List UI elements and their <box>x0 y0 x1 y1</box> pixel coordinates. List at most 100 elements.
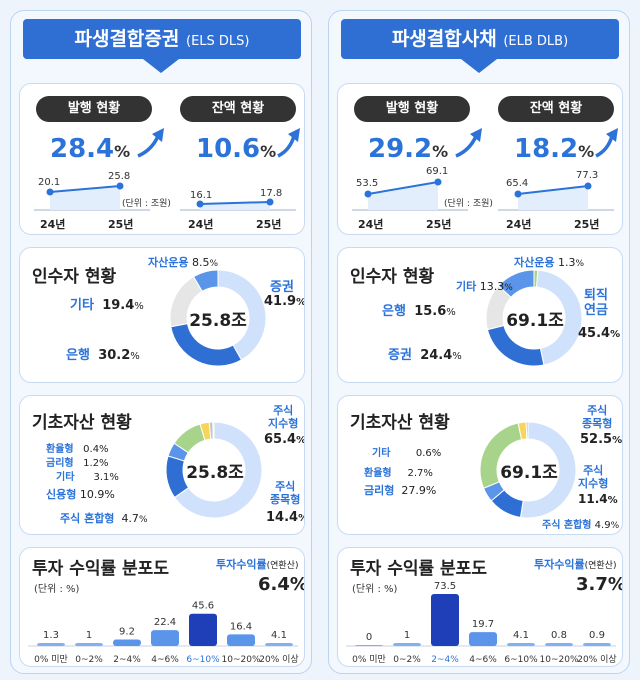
els-returns-bar-6 <box>265 643 293 646</box>
elb-balance-curr-value: 77.3 <box>576 170 599 181</box>
els-status-card: 발행 현황 잔액 현황 28.4% 10.6% 20.1 25.8 16.1 1… <box>19 83 305 235</box>
els-buyers-label-etc: 기타 19.4% <box>70 298 144 313</box>
els-under-rate: 금리형 1.2% <box>46 458 109 469</box>
elb-under-index: 주식 지수형 <box>578 464 609 490</box>
elb-returns-value-label-1: 1 <box>404 630 410 641</box>
elb-balance-point-curr <box>584 182 592 190</box>
els-balance-prev-value: 16.1 <box>190 190 213 201</box>
els-unit-note: (단위 : 조원) <box>122 199 171 209</box>
els-returns-bar-4 <box>189 613 217 646</box>
elb-status-graphic <box>352 128 618 211</box>
elb-under-stock-pct: 52.5% <box>580 432 623 447</box>
els-returns-value-label-4: 45.6 <box>192 601 214 612</box>
elb-under-mixed: 주식 혼합형 4.9% <box>542 520 620 531</box>
els-balance-x-prev: 24년 <box>188 218 214 231</box>
elb-buyers-label-etc: 기타 13.3% <box>456 280 513 293</box>
elb-returns-bar-0 <box>355 645 383 646</box>
elb-dlb-column: 파생결합사채 (ELB DLB) 발행 현황 잔액 현황 29.2% 18.2%… <box>328 10 630 674</box>
els-buyers-slice-3 <box>192 269 219 293</box>
elb-returns-category-label-3: 4~6% <box>469 655 497 665</box>
els-issuance-curr-value: 25.8 <box>108 171 131 182</box>
elb-balance-trend-arrow-icon <box>595 135 614 158</box>
els-buyers-label-bank: 은행 30.2% <box>66 348 140 363</box>
els-balance-change: 10.6% <box>196 134 277 164</box>
elb-underlying-donut <box>479 421 577 519</box>
elb-returns-category-label-2: 2~4% <box>431 655 459 665</box>
els-under-stock: 주식 종목형 <box>270 480 301 506</box>
elb-issuance-point-prev <box>364 190 372 198</box>
elb-returns-bar-2 <box>431 594 459 646</box>
els-issuance-prev-value: 20.1 <box>38 177 61 188</box>
els-under-index-pct: 65.4% <box>264 432 304 447</box>
elb-returns-value-label-6: 0.9 <box>589 630 605 641</box>
els-issuance-x-prev: 24년 <box>40 218 66 231</box>
elb-returns-category-label-6: 20% 이상 <box>577 654 616 665</box>
els-returns-bar-chart: 1.3 0% 미만 1 0~2% 9.2 2~4% 22.4 4~6% 45.6 6~10% 16.… <box>28 601 299 665</box>
banner-arrow-icon <box>461 59 497 73</box>
elb-returns-bar-1 <box>393 643 421 646</box>
elb-returns-bar-6 <box>583 643 611 646</box>
elb-balance-pill: 잔액 현황 <box>498 96 614 122</box>
els-returns-category-label-2: 2~4% <box>113 655 141 665</box>
elb-buyers-title: 인수자 현황 <box>350 267 435 287</box>
els-returns-category-label-3: 4~6% <box>151 655 179 665</box>
els-balance-trend-arrow-icon <box>277 135 296 158</box>
elb-buyers-label-am: 자산운용 1.3% <box>514 256 585 269</box>
els-banner: 파생결합증권 (ELS DLS) <box>23 19 301 59</box>
els-issuance-area <box>50 186 120 210</box>
els-under-stock-pct: 14.4% <box>266 510 304 525</box>
els-buyers-label-sec-pct: 41.9% <box>264 294 304 309</box>
elb-buyers-label-pension: 퇴직 연금 <box>584 288 608 318</box>
elb-buyers-donut <box>485 269 583 367</box>
els-returns-bar-1 <box>75 643 103 646</box>
elb-issuance-area <box>368 182 438 210</box>
els-under-mixed: 주식 혼합형 4.7% <box>60 512 148 525</box>
els-balance-pill: 잔액 현황 <box>180 96 296 122</box>
els-issuance-point-curr <box>116 182 124 190</box>
elb-issuance-x-curr: 25년 <box>426 218 452 231</box>
elb-returns-value-label-2: 73.5 <box>434 581 456 592</box>
elb-balance-prev-value: 65.4 <box>506 178 529 189</box>
els-under-etc: 기타 3.1% <box>56 472 119 483</box>
elb-issuance-prev-value: 53.5 <box>356 178 379 189</box>
els-buyers-center: 25.8조 <box>189 311 247 331</box>
els-balance-x-curr: 25년 <box>256 218 282 231</box>
elb-banner: 파생결합사채 (ELB DLB) <box>341 19 619 59</box>
els-returns-card: 1.3 0% 미만 1 0~2% 9.2 2~4% 22.4 4~6% 45.6 6~10% 16.… <box>19 547 305 667</box>
elb-buyers-label-sec: 증권 24.4% <box>388 348 462 363</box>
elb-under-fx: 환율형 2.7% <box>364 468 433 479</box>
elb-buyers-label-pension-pct: 45.4% <box>578 326 621 341</box>
els-balance-curr-value: 17.8 <box>260 188 283 199</box>
elb-issuance-point-curr <box>434 178 442 186</box>
elb-balance-change: 18.2% <box>514 134 595 164</box>
elb-returns-bar-3 <box>469 632 497 646</box>
elb-under-slice-0 <box>519 421 577 519</box>
els-rate-value: 6.4% <box>258 574 305 595</box>
elb-under-index-pct: 11.4% <box>578 492 618 506</box>
els-buyers-title: 인수자 현황 <box>32 267 117 287</box>
els-under-slice-6 <box>212 421 215 440</box>
els-status-graphic <box>34 128 300 211</box>
elb-underlying-title: 기초자산 현황 <box>350 413 450 433</box>
banner-arrow-icon <box>143 59 179 73</box>
els-underlying-donut <box>165 421 263 519</box>
elb-issuance-x-prev: 24년 <box>358 218 384 231</box>
elb-balance-x-curr: 25년 <box>574 218 600 231</box>
elb-under-slice-5 <box>525 421 529 440</box>
els-returns-bar-0 <box>37 643 65 646</box>
elb-returns-unit: (단위 : %) <box>352 584 398 595</box>
elb-issuance-trend-arrow-icon <box>455 135 478 158</box>
elb-returns-value-label-4: 4.1 <box>513 630 529 641</box>
elb-returns-card: 0 0% 미만 1 0~2% 73.5 2~4% 19.7 4~6% 4.1 6~10% 0.8 10… <box>337 547 623 667</box>
els-underlying-center: 25.8조 <box>186 463 244 483</box>
elb-returns-bar-chart: 0 0% 미만 1 0~2% 73.5 2~4% 19.7 4~6% 4.1 6~10% 0.8 10… <box>346 581 617 665</box>
elb-buyers-label-bank: 은행 15.6% <box>382 304 456 319</box>
elb-issuance-pill: 발행 현황 <box>354 96 470 122</box>
els-issuance-trend-arrow-icon <box>137 135 160 158</box>
elb-under-rate: 금리형 27.9% <box>364 484 437 497</box>
els-returns-value-label-2: 9.2 <box>119 626 135 637</box>
elb-returns-category-label-4: 6~10% <box>504 655 538 665</box>
els-balance-point-curr <box>266 198 274 206</box>
elb-returns-category-label-5: 10~20% <box>540 655 579 665</box>
els-returns-unit: (단위 : %) <box>34 584 80 595</box>
